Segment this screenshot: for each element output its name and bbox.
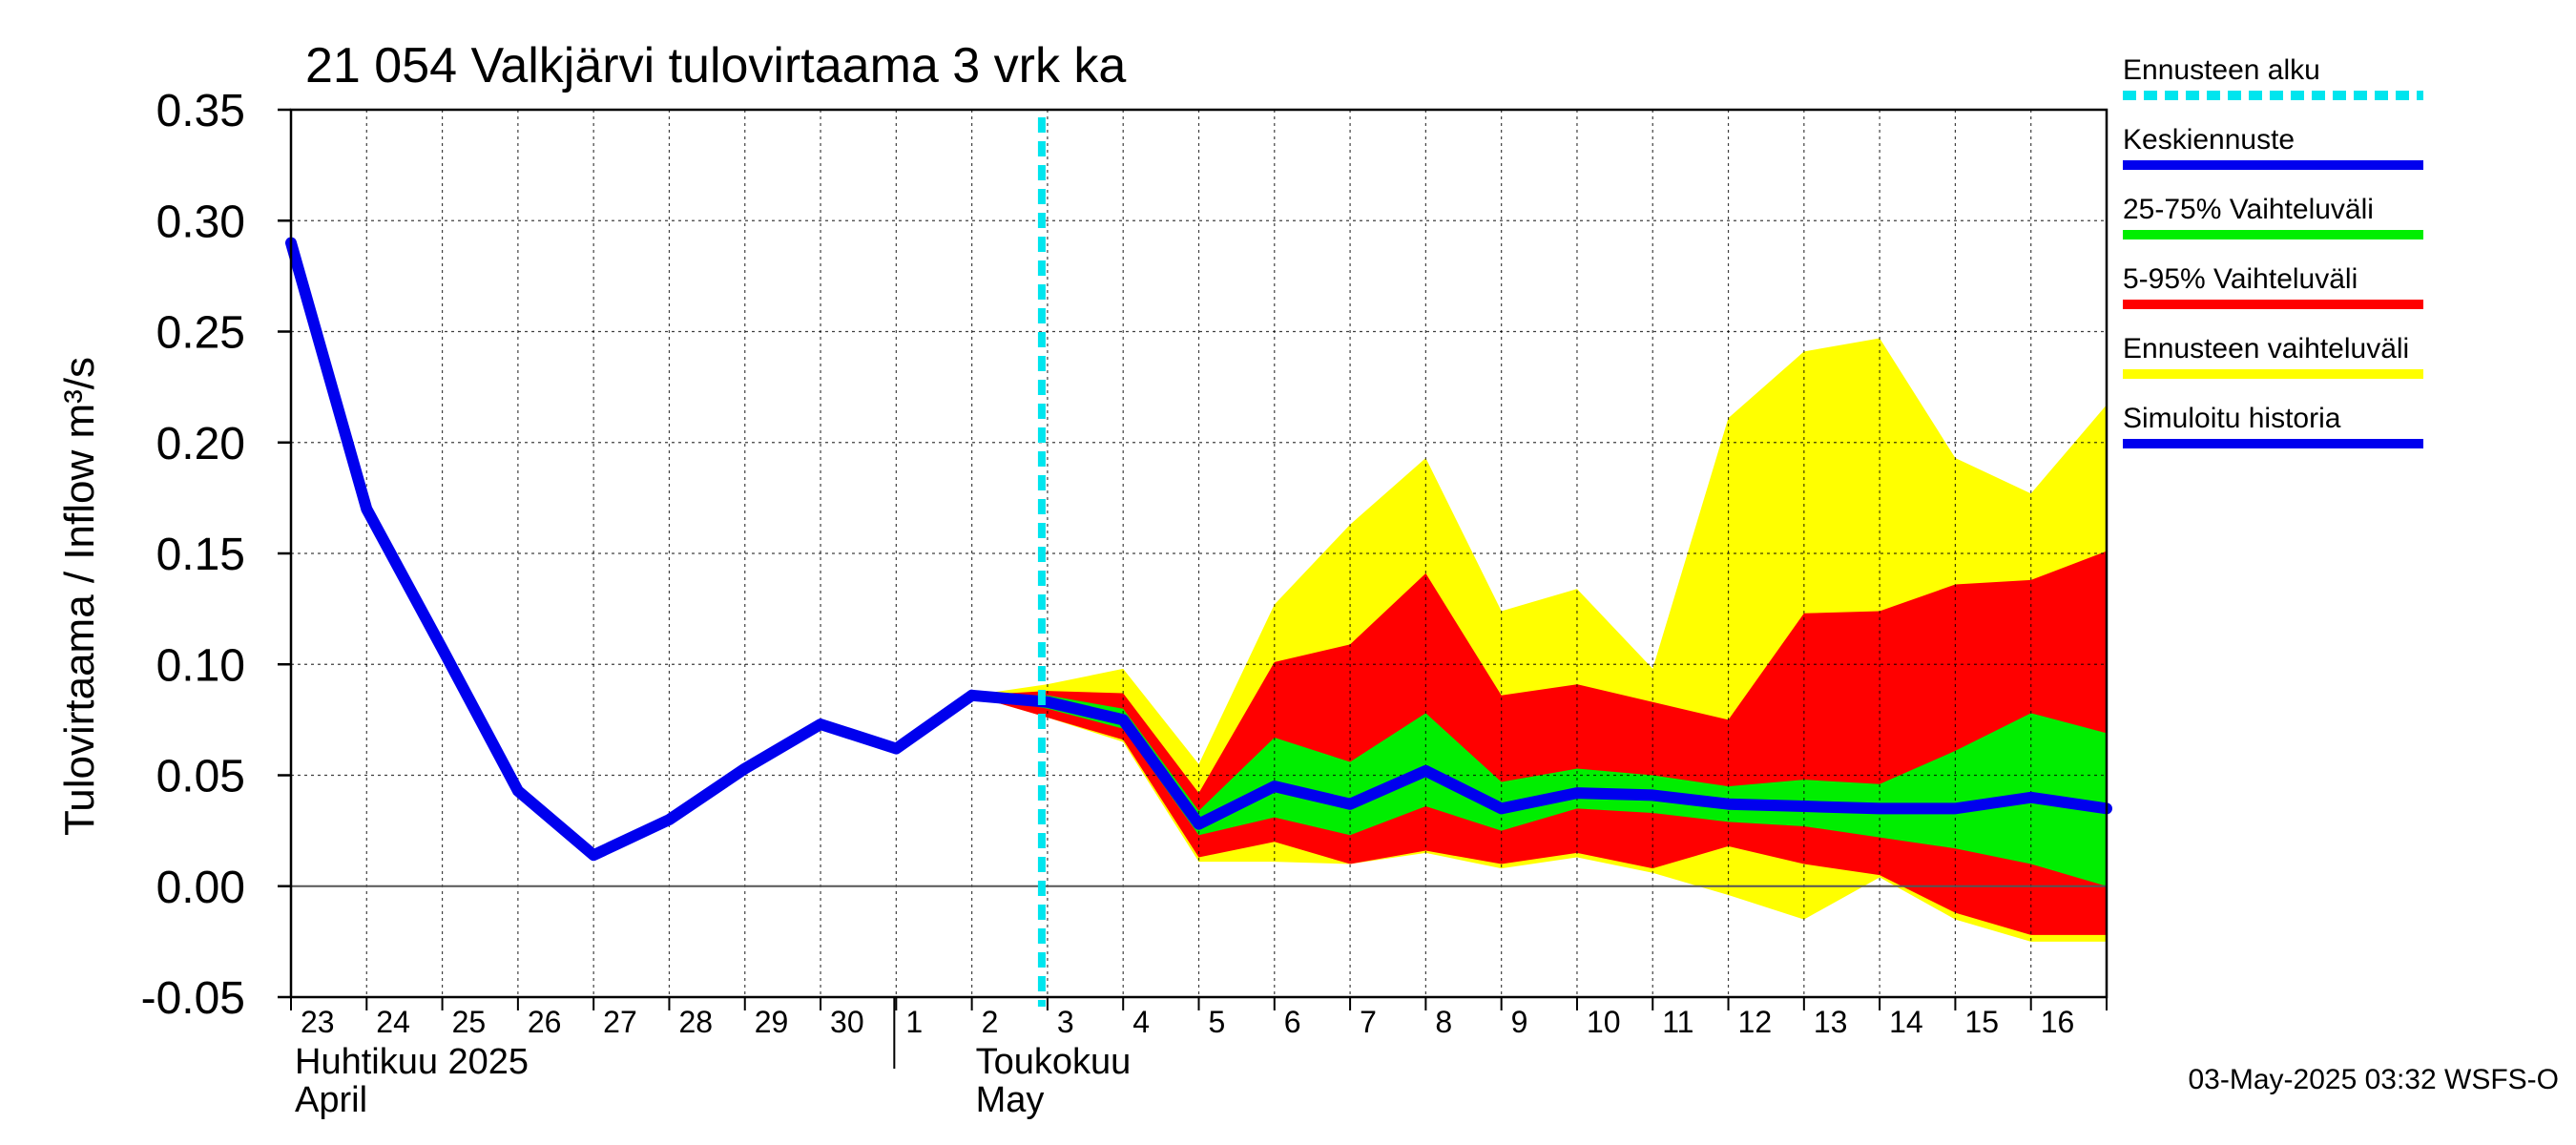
y-tick-label: 0.05 [156,752,245,802]
month-label-en: May [976,1080,1045,1120]
y-tick-label: 0.35 [156,86,245,136]
x-tick-label: 3 [1057,1005,1074,1039]
x-tick-label: 15 [1964,1005,1999,1039]
x-tick-label: 5 [1209,1005,1226,1039]
x-tick-label: 13 [1814,1005,1848,1039]
month-label-fi: Huhtikuu 2025 [295,1042,529,1082]
y-tick-label: -0.05 [141,973,245,1024]
legend-label: Keskiennuste [2123,124,2295,156]
x-tick-label: 16 [2041,1005,2075,1039]
x-tick-label: 12 [1738,1005,1773,1039]
x-tick-label: 30 [830,1005,864,1039]
legend: Ennusteen alku Keskiennuste 25-75% Vaihtel… [2123,54,2423,448]
x-tick-label: 7 [1360,1005,1377,1039]
forecast-bands [971,338,2107,942]
grid-lines [291,110,2107,997]
x-tick-label: 23 [301,1005,335,1039]
legend-label: 5-95% Vaihteluväli [2123,263,2358,295]
x-tick-label: 27 [603,1005,637,1039]
x-tick-label: 2 [982,1005,999,1039]
y-axis-label: Tulovirtaama / Inflow m³/s [56,357,103,836]
y-tick-label: 0.20 [156,419,245,469]
legend-label: Simuloitu historia [2123,403,2341,434]
x-tick-label: 6 [1284,1005,1301,1039]
band-5-95-vaihteluv-li [971,551,2107,935]
x-tick-label: 1 [905,1005,923,1039]
band-25-75-vaihteluv-li [971,695,2107,886]
x-tick-label: 10 [1587,1005,1621,1039]
series-line-simuloitu-historia [285,237,978,862]
x-tick-label: 9 [1511,1005,1528,1039]
month-label-fi: Toukokuu [976,1042,1132,1082]
y-axis: -0.05 0.00 0.05 0.10 0.15 0.20 0.25 0.30 0.35 [141,86,291,1024]
x-tick-label: 29 [755,1005,789,1039]
y-tick-label: 0.15 [156,530,245,580]
chart-title: 21 054 Valkjärvi tulovirtaama 3 vrk ka [305,38,1126,94]
series-line-keskiennuste [966,689,2112,830]
y-tick-label: 0.30 [156,197,245,247]
legend-label: Ennusteen vaihteluväli [2123,333,2409,364]
x-tick-label: 4 [1132,1005,1150,1039]
x-tick-label: 24 [376,1005,410,1039]
legend-label: 25-75% Vaihteluväli [2123,194,2374,225]
x-tick-label: 26 [528,1005,562,1039]
x-tick-label: 11 [1662,1005,1693,1039]
y-tick-label: 0.00 [156,863,245,913]
legend-label: Ennusteen alku [2123,54,2320,86]
y-tick-label: 0.25 [156,308,245,359]
series-lines [285,237,2112,862]
x-tick-label: 28 [678,1005,713,1039]
x-axis: 23 24 25 26 27 28 29 30 1 2 3 4 5 6 7 8 9 10 11 12 13 14 15 16H… [290,997,2108,1120]
x-tick-label: 25 [452,1005,487,1039]
x-tick-label: 14 [1889,1005,1923,1039]
timestamp-footer: 03-May-2025 03:32 WSFS-O [2189,1064,2560,1095]
x-tick-label: 8 [1435,1005,1452,1039]
y-tick-label: 0.10 [156,640,245,691]
month-label-en: April [295,1080,367,1120]
